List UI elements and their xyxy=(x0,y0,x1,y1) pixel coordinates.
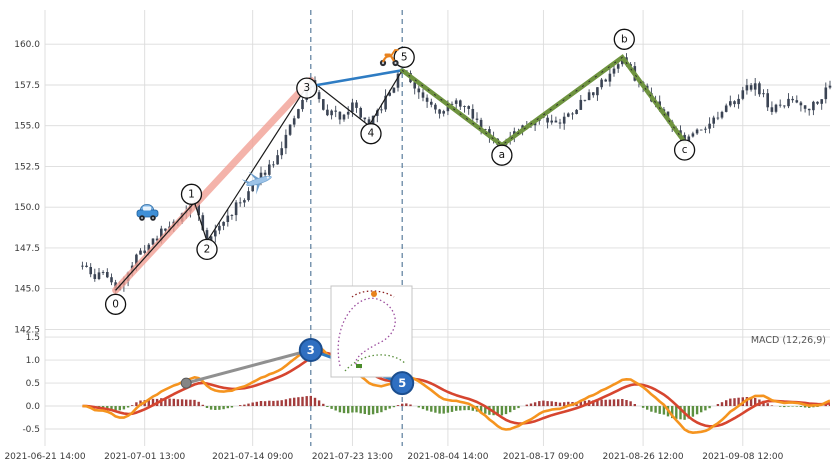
svg-text:0.5: 0.5 xyxy=(26,379,40,389)
impulse-trendline xyxy=(112,76,315,294)
divergence-gray-dot xyxy=(180,377,192,389)
svg-text:2021-06-21 14:00: 2021-06-21 14:00 xyxy=(4,452,85,462)
mini-scooter-icon xyxy=(371,291,377,297)
inset-minimap xyxy=(330,285,413,378)
macd-signal-line xyxy=(82,351,830,428)
wave-label-0: 0 xyxy=(104,293,127,315)
svg-text:-0.5: -0.5 xyxy=(22,425,40,435)
svg-text:2: 2 xyxy=(204,243,211,255)
svg-text:2021-07-01 13:00: 2021-07-01 13:00 xyxy=(104,452,185,462)
svg-text:3: 3 xyxy=(307,343,315,357)
macd-wave-marker-5: 5 xyxy=(390,371,415,396)
svg-text:2021-08-17 09:00: 2021-08-17 09:00 xyxy=(503,452,584,462)
svg-text:3: 3 xyxy=(303,82,310,94)
wave-label-3: 3 xyxy=(296,77,318,99)
wave-label-a: a xyxy=(491,144,513,166)
svg-text:c: c xyxy=(682,144,688,156)
candlestick-series xyxy=(81,53,832,293)
svg-text:150.0: 150.0 xyxy=(14,203,40,213)
macd-wave-marker-3: 3 xyxy=(298,338,323,362)
y-axis-labels: 160.0 157.5 155.0 152.5 150.0 147.5 145.0 142.5… xyxy=(14,40,40,435)
svg-text:4: 4 xyxy=(368,128,375,140)
svg-text:157.5: 157.5 xyxy=(14,81,40,91)
trendline-3-5 xyxy=(310,69,403,88)
svg-text:1.5: 1.5 xyxy=(26,333,40,343)
svg-text:5: 5 xyxy=(401,51,408,63)
svg-text:2021-09-08 12:00: 2021-09-08 12:00 xyxy=(702,452,783,462)
wave-label-1: 1 xyxy=(180,183,203,205)
wave-label-b: b xyxy=(613,28,635,50)
divergence-gray-line xyxy=(185,348,312,385)
svg-text:160.0: 160.0 xyxy=(14,40,40,50)
svg-text:155.0: 155.0 xyxy=(14,122,40,132)
car-icon xyxy=(136,204,159,221)
svg-text:2021-08-26 12:00: 2021-08-26 12:00 xyxy=(603,452,684,462)
svg-text:a: a xyxy=(499,149,505,161)
grid xyxy=(44,10,830,446)
svg-text:2021-07-23 13:00: 2021-07-23 13:00 xyxy=(312,452,393,462)
x-axis-labels: 2021-06-21 14:00 2021-07-01 13:00 2021-07-… xyxy=(4,452,783,462)
svg-text:147.5: 147.5 xyxy=(14,244,40,254)
scooter-icon xyxy=(379,49,399,67)
svg-text:5: 5 xyxy=(398,376,406,390)
svg-text:142.5: 142.5 xyxy=(14,325,40,335)
macd-histogram xyxy=(89,395,830,420)
macd-line xyxy=(82,344,830,435)
svg-text:0: 0 xyxy=(112,298,119,310)
svg-text:1: 1 xyxy=(188,188,195,200)
svg-text:0.0: 0.0 xyxy=(26,402,41,412)
impulse-wave-zigzag xyxy=(115,69,403,291)
wave-label-2: 2 xyxy=(196,238,218,261)
svg-text:152.5: 152.5 xyxy=(14,162,40,172)
wave-label-4: 4 xyxy=(360,123,382,145)
wave-label-5: 5 xyxy=(393,46,415,68)
macd-indicator-label: MACD (12,26,9) xyxy=(750,335,826,346)
wave-label-c: c xyxy=(673,139,696,161)
svg-text:145.0: 145.0 xyxy=(14,285,40,295)
svg-text:2021-08-04 14:00: 2021-08-04 14:00 xyxy=(407,452,488,462)
svg-text:b: b xyxy=(621,33,628,45)
mini-tractor-icon xyxy=(356,364,362,368)
svg-text:1.0: 1.0 xyxy=(26,356,41,366)
abc-zigzag xyxy=(399,54,687,148)
svg-text:2021-07-14 09:00: 2021-07-14 09:00 xyxy=(212,452,293,462)
